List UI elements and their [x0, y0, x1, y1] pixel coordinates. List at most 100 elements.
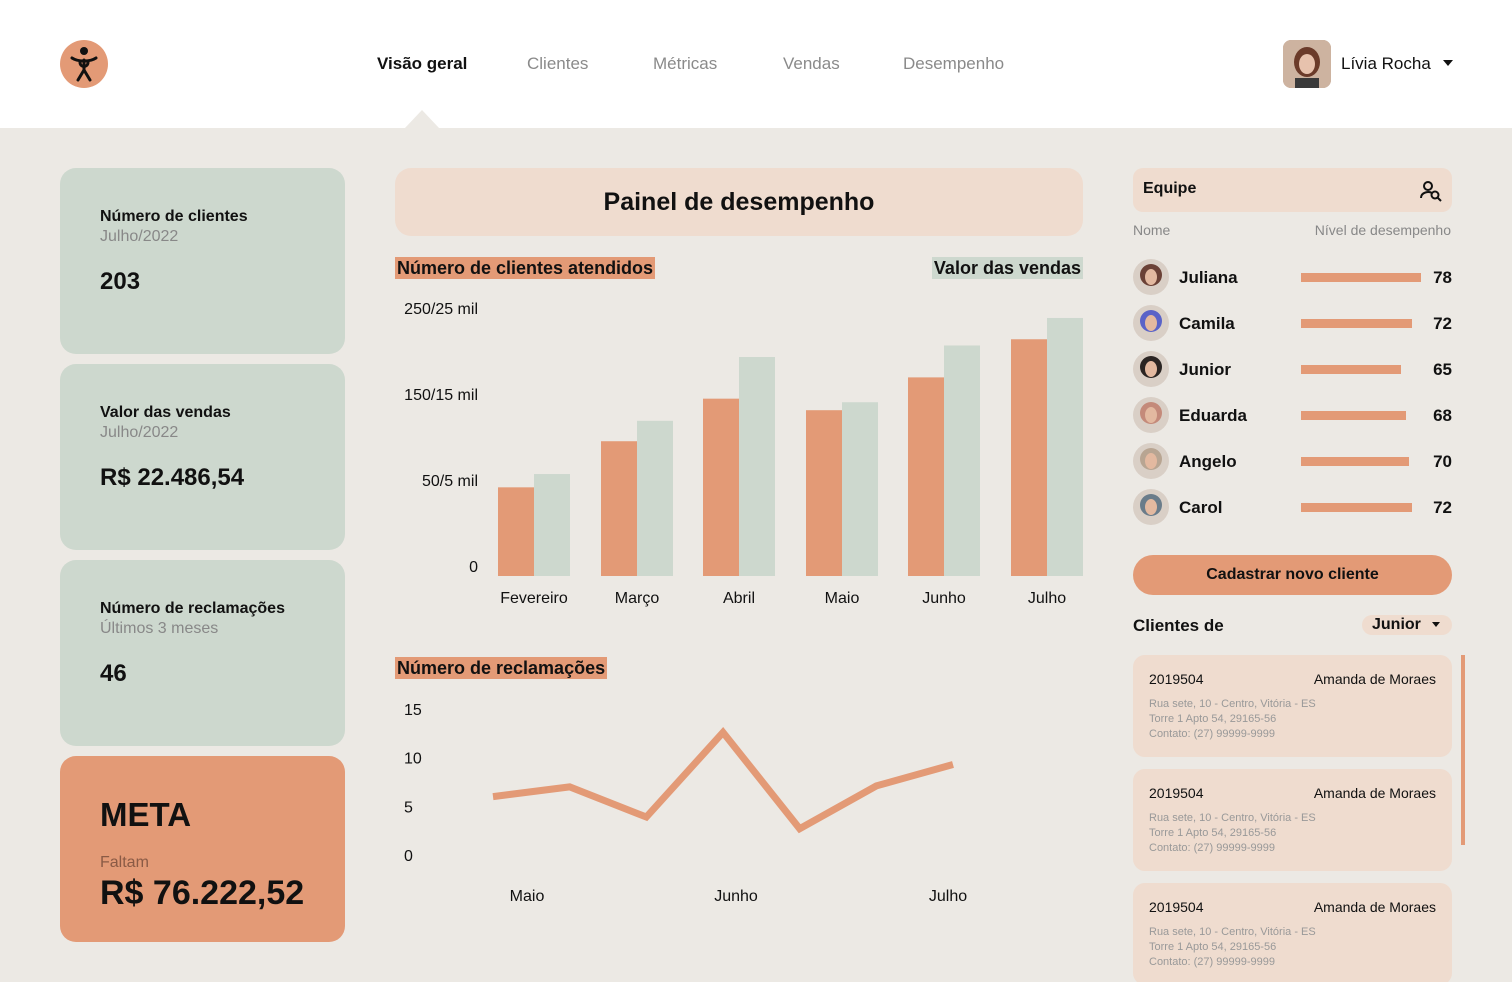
- bar-clients[interactable]: [1011, 339, 1047, 576]
- member-avatar: [1133, 351, 1169, 387]
- y-tick-label: 0: [469, 559, 478, 576]
- avatar[interactable]: [1283, 40, 1331, 88]
- person-logo-icon[interactable]: [60, 40, 108, 88]
- complaints-line[interactable]: [492, 726, 954, 834]
- bar-sales[interactable]: [944, 345, 980, 576]
- client-list-scrollbar[interactable]: [1461, 655, 1465, 845]
- member-name: Juliana: [1179, 268, 1238, 287]
- client-address: Rua sete, 10 - Centro, Vitória - ES: [1149, 698, 1316, 710]
- bar-clients[interactable]: [601, 441, 637, 576]
- kpi-title: Valor das vendas: [100, 404, 231, 421]
- client-card[interactable]: 2019504 Amanda de Moraes Rua sete, 10 - Ce…: [1133, 655, 1452, 757]
- user-name[interactable]: Lívia Rocha: [1341, 54, 1431, 73]
- employee-select[interactable]: Junior: [1362, 615, 1452, 635]
- kpi-value: 46: [100, 660, 127, 687]
- bar-clients[interactable]: [908, 377, 944, 576]
- kpi-subtitle: Julho/2022: [100, 424, 179, 441]
- team-member-row[interactable]: Eduarda 68: [1133, 397, 1452, 433]
- client-name: Amanda de Moraes: [1313, 671, 1436, 687]
- x-tick-label: Maio: [510, 888, 545, 905]
- kpi-subtitle: Julho/2022: [100, 228, 179, 245]
- nav-clientes[interactable]: Clientes: [527, 54, 589, 73]
- x-tick-label: Junho: [714, 888, 758, 905]
- y-tick-label: 250/25 mil: [404, 301, 478, 318]
- kpi-value: 203: [100, 268, 141, 295]
- team-member-row[interactable]: Camila 72: [1133, 305, 1452, 341]
- performance-bar: [1301, 411, 1406, 420]
- client-id: 2019504: [1149, 671, 1204, 687]
- nav-desempenho[interactable]: Desempenho: [903, 54, 1005, 73]
- caret-down-icon: [1432, 622, 1440, 627]
- client-id: 2019504: [1149, 785, 1204, 801]
- client-unit: Torre 1 Apto 54, 29165-56: [1149, 713, 1277, 725]
- bar-clients[interactable]: [806, 410, 842, 576]
- member-name: Camila: [1179, 314, 1235, 333]
- team-member-row[interactable]: Junior 65: [1133, 351, 1452, 387]
- caret-down-icon[interactable]: [1443, 60, 1453, 66]
- column-header-name: Nome: [1133, 222, 1171, 238]
- member-avatar: [1133, 489, 1169, 525]
- add-client-button[interactable]: Cadastrar novo cliente: [1133, 555, 1452, 595]
- y-tick-label: 0: [404, 848, 413, 865]
- x-tick-label: Julho: [1028, 590, 1066, 607]
- top-header: Visão geral Clientes Métricas Vendas Des…: [0, 0, 1512, 128]
- nav-metricas[interactable]: Métricas: [653, 54, 718, 73]
- goal-subtitle: Faltam: [100, 854, 149, 871]
- x-tick-label: Julho: [929, 888, 967, 905]
- x-tick-label: Maio: [825, 590, 860, 607]
- performance-bar: [1301, 273, 1421, 282]
- team-header: Equipe: [1133, 168, 1452, 212]
- member-score: 72: [1433, 498, 1452, 517]
- kpi-subtitle: Últimos 3 meses: [100, 620, 219, 637]
- client-id: 2019504: [1149, 899, 1204, 915]
- member-name: Eduarda: [1179, 406, 1248, 425]
- kpi-title: Número de clientes: [100, 208, 248, 225]
- bar-sales[interactable]: [842, 402, 878, 576]
- employee-select-value: Junior: [1372, 616, 1421, 633]
- performance-bar: [1301, 319, 1412, 328]
- goal-value: R$ 76.222,52: [100, 874, 305, 912]
- member-score: 72: [1433, 314, 1452, 333]
- client-contact: Contato: (27) 99999-9999: [1149, 842, 1275, 854]
- team-member-row[interactable]: Juliana 78: [1133, 259, 1452, 295]
- x-tick-label: Março: [615, 590, 660, 607]
- goal-card: META Faltam R$ 76.222,52: [60, 756, 345, 942]
- member-avatar: [1133, 397, 1169, 433]
- x-tick-label: Junho: [922, 590, 966, 607]
- member-score: 70: [1433, 452, 1452, 471]
- client-address: Rua sete, 10 - Centro, Vitória - ES: [1149, 926, 1316, 938]
- team-member-row[interactable]: Carol 72: [1133, 489, 1452, 525]
- nav-vendas[interactable]: Vendas: [783, 54, 840, 73]
- performance-bar: [1301, 457, 1409, 466]
- legend-clients: Número de clientes atendidos: [395, 257, 656, 279]
- client-address: Rua sete, 10 - Centro, Vitória - ES: [1149, 812, 1316, 824]
- member-name: Junior: [1179, 360, 1231, 379]
- user-search-icon[interactable]: [1420, 180, 1442, 202]
- bar-sales[interactable]: [534, 474, 570, 576]
- bar-sales[interactable]: [637, 420, 673, 576]
- client-unit: Torre 1 Apto 54, 29165-56: [1149, 941, 1277, 953]
- legend-sales: Valor das vendas: [931, 257, 1083, 279]
- client-unit: Torre 1 Apto 54, 29165-56: [1149, 827, 1277, 839]
- member-avatar: [1133, 259, 1169, 295]
- team-member-row[interactable]: Angelo 70: [1133, 443, 1452, 479]
- line-chart-title: Número de reclamações: [395, 657, 608, 679]
- kpi-card-sales: Valor das vendas Julho/2022 R$ 22.486,54: [60, 364, 345, 550]
- client-contact: Contato: (27) 99999-9999: [1149, 728, 1275, 740]
- bar-sales[interactable]: [739, 356, 775, 576]
- member-score: 68: [1433, 406, 1452, 425]
- y-tick-label: 15: [404, 702, 422, 719]
- x-tick-label: Fevereiro: [500, 590, 568, 607]
- kpi-title: Número de reclamações: [100, 600, 285, 617]
- client-name: Amanda de Moraes: [1313, 899, 1436, 915]
- bar-clients[interactable]: [498, 487, 534, 576]
- nav-visao-geral[interactable]: Visão geral: [377, 54, 468, 73]
- client-card[interactable]: 2019504 Amanda de Moraes Rua sete, 10 - Ce…: [1133, 883, 1452, 982]
- bar-clients[interactable]: [703, 398, 739, 576]
- kpi-value: R$ 22.486,54: [100, 464, 245, 491]
- line-chart: 0 5 10 15 Maio Junho Julho: [404, 702, 967, 905]
- bar-sales[interactable]: [1047, 317, 1083, 576]
- client-card[interactable]: 2019504 Amanda de Moraes Rua sete, 10 - Ce…: [1133, 769, 1452, 871]
- member-score: 78: [1433, 268, 1452, 287]
- bar-chart: 250/25 mil 150/15 mil 50/5 mil 0 Fevereiro Ma…: [404, 301, 1083, 607]
